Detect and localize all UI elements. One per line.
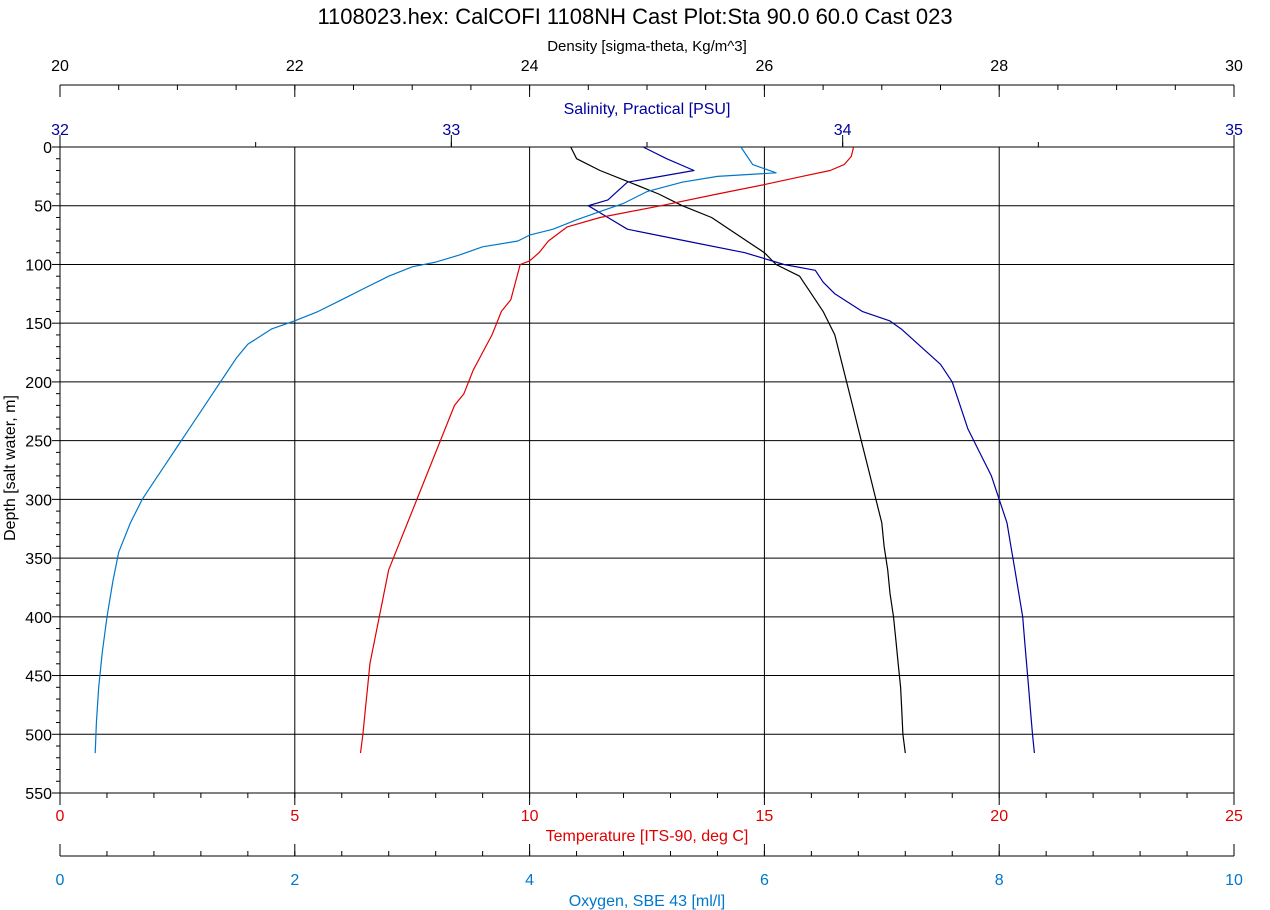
- temperature-tick-label: 20: [990, 808, 1008, 825]
- density-tick-label: 30: [1225, 58, 1243, 75]
- depth-tick-label: 500: [25, 727, 52, 744]
- density-tick-label: 22: [286, 58, 304, 75]
- density-tick-label: 24: [521, 58, 539, 75]
- temperature-profile-line: [359, 146, 855, 754]
- depth-tick-label: 350: [25, 551, 52, 568]
- depth-tick-label: 0: [43, 140, 52, 157]
- depth-tick-label: 100: [25, 257, 52, 274]
- depth-tick-label: 50: [34, 199, 52, 216]
- density-axis-label: Density [sigma-theta, Kg/m^3]: [547, 38, 747, 55]
- oxygen-tick-label: 4: [525, 872, 534, 889]
- density-tick-label: 28: [990, 58, 1008, 75]
- salinity-tick-label: 33: [442, 122, 460, 139]
- oxygen-tick-label: 0: [56, 872, 65, 889]
- oxygen-profile-line: [94, 146, 777, 754]
- temperature-tick-label: 10: [521, 808, 539, 825]
- salinity-tick-label: 32: [51, 122, 69, 139]
- oxygen-tick-label: 8: [995, 872, 1004, 889]
- temperature-tick-label: 15: [756, 808, 774, 825]
- oxygen-tick-label: 10: [1225, 872, 1243, 889]
- depth-tick-label: 450: [25, 669, 52, 686]
- depth-tick-label: 200: [25, 375, 52, 392]
- depth-tick-label: 250: [25, 434, 52, 451]
- oxygen-tick-label: 6: [760, 872, 769, 889]
- salinity-profile-line: [587, 146, 1035, 754]
- depth-tick-label: 550: [25, 786, 52, 803]
- temperature-tick-label: 0: [56, 808, 65, 825]
- oxygen-axis-label: Oxygen, SBE 43 [ml/l]: [569, 893, 726, 910]
- oxygen-tick-label: 2: [290, 872, 299, 889]
- depth-tick-label: 300: [25, 492, 52, 509]
- chart-title: 1108023.hex: CalCOFI 1108NH Cast Plot:St…: [317, 4, 952, 29]
- plot-series: [94, 146, 1035, 754]
- salinity-tick-label: 34: [834, 122, 852, 139]
- depth-axis-label: Depth [salt water, m]: [2, 395, 19, 541]
- plot-grid: [59, 146, 1235, 794]
- depth-tick-label: 150: [25, 316, 52, 333]
- density-profile-line: [570, 146, 906, 754]
- plot-border: [59, 146, 1235, 794]
- density-tick-label: 20: [51, 58, 69, 75]
- density-tick-label: 26: [756, 58, 774, 75]
- temperature-tick-label: 5: [290, 808, 299, 825]
- salinity-axis-label: Salinity, Practical [PSU]: [564, 101, 731, 118]
- salinity-tick-label: 35: [1225, 122, 1243, 139]
- depth-tick-label: 400: [25, 610, 52, 627]
- temperature-axis-label: Temperature [ITS-90, deg C]: [546, 828, 749, 845]
- temperature-tick-label: 25: [1225, 808, 1243, 825]
